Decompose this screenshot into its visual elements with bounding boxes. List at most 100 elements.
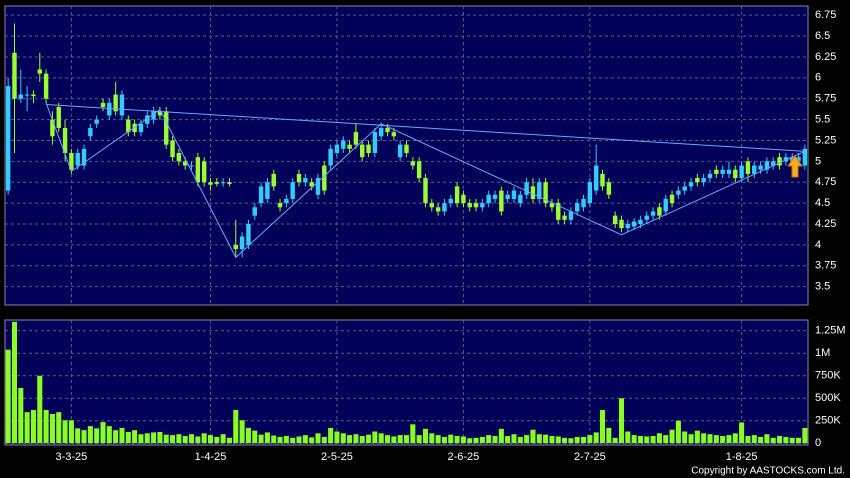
volume-bar xyxy=(625,431,631,444)
candle-body xyxy=(347,144,352,149)
arrow-icon xyxy=(787,155,803,178)
candle-body xyxy=(239,236,245,250)
candle-body xyxy=(31,94,36,97)
candle-body xyxy=(43,73,49,99)
volume-bar xyxy=(207,435,214,444)
candle-body xyxy=(24,94,30,96)
volume-bar xyxy=(435,435,441,444)
candle-body xyxy=(650,211,656,216)
candle-body xyxy=(126,119,131,133)
volume-bar xyxy=(366,434,372,444)
volume-bar xyxy=(789,437,795,444)
candle-body xyxy=(12,52,17,99)
candle-body xyxy=(562,215,567,220)
volume-bar xyxy=(758,436,764,444)
volume-bar xyxy=(188,434,195,444)
volume-bar xyxy=(479,436,485,444)
candle-body xyxy=(309,182,314,187)
candle-body xyxy=(18,94,24,99)
volume-bar xyxy=(106,426,112,444)
candle-body xyxy=(88,127,93,137)
candle-body xyxy=(69,152,74,170)
volume-bar xyxy=(125,431,131,444)
y-tick-label: 4.25 xyxy=(815,218,836,230)
candle-body xyxy=(442,203,447,212)
candle-body xyxy=(771,161,776,166)
volume-bar xyxy=(37,375,43,444)
volume-bar xyxy=(492,436,498,444)
volume-bar xyxy=(252,430,258,444)
candle-body xyxy=(537,182,542,199)
volume-bar xyxy=(707,434,713,444)
candle-body xyxy=(581,198,586,208)
volume-bar xyxy=(100,422,106,444)
volume-bar xyxy=(176,434,182,444)
y-tick-label: 5.75 xyxy=(815,93,836,105)
volume-bar xyxy=(618,398,625,444)
candle-body xyxy=(745,161,751,174)
volume-bar xyxy=(220,434,226,444)
candle-body xyxy=(62,127,68,153)
volume-bar xyxy=(75,428,81,444)
volume-bar xyxy=(441,436,447,444)
volume-bar xyxy=(226,437,232,444)
volume-bar xyxy=(770,437,776,444)
candle-body xyxy=(328,148,333,166)
candle-body xyxy=(176,152,182,162)
candle-body xyxy=(625,223,631,229)
volume-bar xyxy=(353,434,359,444)
candle-body xyxy=(341,140,346,149)
volume-bar xyxy=(448,434,454,444)
candle-body xyxy=(518,194,523,204)
volume-bar xyxy=(163,434,169,444)
volume-bar xyxy=(30,409,36,444)
volume-bar xyxy=(720,436,726,444)
candle-body xyxy=(113,94,118,112)
volume-bar xyxy=(340,433,346,444)
volume-bar xyxy=(713,435,719,444)
candle-body xyxy=(556,203,561,220)
candle-body xyxy=(549,203,555,208)
volume-bar xyxy=(296,436,302,444)
candle-body xyxy=(499,190,504,212)
volume-panel xyxy=(4,319,809,446)
volume-bar xyxy=(422,428,428,444)
volume-bar xyxy=(359,436,365,444)
candle-body xyxy=(119,94,125,116)
candle-body xyxy=(296,173,302,183)
volume-bar xyxy=(460,436,466,444)
candle-body xyxy=(189,165,194,167)
candle-body xyxy=(777,157,782,166)
volume-bar xyxy=(505,436,511,444)
y-tick-label: 1.25M xyxy=(815,325,846,337)
candle-body xyxy=(695,178,700,183)
volume-bar xyxy=(795,437,802,444)
candle-body xyxy=(796,157,801,162)
candle-body xyxy=(669,194,675,204)
volume-bar xyxy=(517,436,523,444)
candle-body xyxy=(657,207,662,216)
candle-body xyxy=(701,178,706,183)
candle-body xyxy=(480,203,485,208)
candle-body xyxy=(404,144,409,153)
candle-body xyxy=(107,102,112,116)
volume-bar xyxy=(245,427,251,444)
volume-bar xyxy=(530,429,536,444)
volume-bar xyxy=(656,433,662,444)
candle-body xyxy=(435,207,441,212)
volume-bar xyxy=(777,436,783,444)
candle-body xyxy=(37,69,42,74)
candle-body xyxy=(334,144,340,153)
volume-bar xyxy=(410,424,416,444)
volume-bar xyxy=(593,432,599,444)
volume-bar xyxy=(587,435,593,444)
y-tick-label: 1M xyxy=(815,347,830,359)
candle-body xyxy=(385,127,390,133)
volume-bar xyxy=(233,409,239,444)
candle-body xyxy=(271,173,276,187)
candle-body xyxy=(593,165,599,191)
y-tick-label: 4.5 xyxy=(815,197,830,209)
y-tick-label: 6 xyxy=(815,72,821,84)
candle-body xyxy=(265,182,270,199)
